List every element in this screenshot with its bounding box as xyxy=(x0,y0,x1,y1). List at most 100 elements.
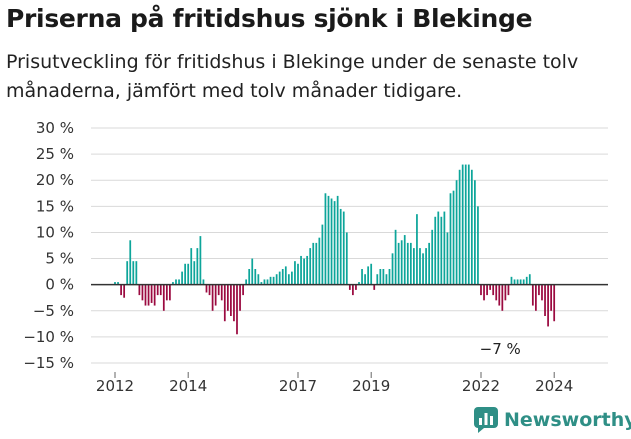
bar xyxy=(208,284,211,296)
bar xyxy=(230,284,232,316)
bar xyxy=(461,164,464,285)
y-tick-label: 0 % xyxy=(45,276,74,294)
bar xyxy=(193,261,196,285)
grid-lines xyxy=(91,127,608,364)
bar xyxy=(297,263,299,285)
x-tick-label: 2017 xyxy=(279,377,317,395)
bar xyxy=(528,274,531,285)
x-tick-label: 2022 xyxy=(462,377,500,395)
bar xyxy=(522,279,525,285)
bar xyxy=(358,282,360,285)
bar xyxy=(199,236,202,285)
x-tick-label: 2014 xyxy=(169,377,207,395)
bar xyxy=(239,284,241,311)
bar xyxy=(486,284,488,296)
bar xyxy=(367,266,370,285)
bar xyxy=(388,269,391,285)
bar xyxy=(187,263,190,285)
bar xyxy=(419,248,421,285)
bar xyxy=(135,261,138,285)
bar xyxy=(474,180,476,285)
bar xyxy=(150,284,153,303)
y-tick-label: −15 % xyxy=(23,354,74,372)
bar xyxy=(458,169,461,285)
bar xyxy=(538,284,540,296)
bar xyxy=(251,258,254,285)
bar xyxy=(312,242,315,285)
bar xyxy=(379,269,382,285)
bar xyxy=(339,208,342,285)
bar xyxy=(333,201,336,285)
bar xyxy=(403,235,406,285)
y-tick-label: 30 % xyxy=(36,119,74,137)
bar xyxy=(275,274,278,285)
chart-title: Priserna på fritidshus sjönk i Blekinge xyxy=(6,4,533,33)
bar xyxy=(431,229,434,285)
bar xyxy=(226,284,229,311)
bar xyxy=(248,269,251,285)
x-axis-tick-labels: 2012 2014 2017 2019 2022 2024 xyxy=(96,372,573,395)
bar xyxy=(428,242,431,285)
bar xyxy=(236,284,238,335)
x-tick-label: 2019 xyxy=(352,377,390,395)
bar xyxy=(370,263,373,285)
bar xyxy=(300,255,302,285)
bar xyxy=(492,284,495,296)
annotations: −7 % xyxy=(480,340,521,358)
newsworthy-chart-icon xyxy=(474,407,498,433)
bar xyxy=(385,274,388,285)
bar xyxy=(373,284,376,290)
bar xyxy=(217,284,220,296)
bar xyxy=(162,284,165,311)
bar xyxy=(352,284,354,296)
y-tick-label: −5 % xyxy=(33,302,74,320)
bar xyxy=(519,279,522,285)
bar xyxy=(120,284,122,296)
bar xyxy=(159,284,162,296)
bar xyxy=(169,284,171,301)
bar xyxy=(175,279,177,285)
bar xyxy=(132,261,135,285)
bar xyxy=(233,284,235,322)
bar xyxy=(245,279,248,285)
bar xyxy=(129,240,132,285)
bar xyxy=(257,274,260,285)
bar xyxy=(138,284,141,296)
bar xyxy=(260,282,263,285)
bar xyxy=(400,240,403,285)
x-tick-label: 2012 xyxy=(96,377,134,395)
bar xyxy=(504,284,507,301)
bar xyxy=(315,242,318,285)
bar xyxy=(287,274,290,285)
bar xyxy=(510,276,513,285)
bar xyxy=(547,284,549,327)
bar xyxy=(464,164,467,285)
bar xyxy=(223,284,226,322)
bar xyxy=(263,279,266,285)
bar xyxy=(489,284,492,290)
bar xyxy=(477,206,479,285)
bar xyxy=(348,284,351,290)
bar xyxy=(507,284,510,296)
bars xyxy=(114,164,556,335)
bar xyxy=(553,284,556,322)
bar xyxy=(327,195,330,285)
bar xyxy=(345,232,348,285)
y-tick-label: 25 % xyxy=(36,145,74,163)
bar xyxy=(144,284,147,306)
bar xyxy=(406,242,409,285)
bar xyxy=(541,284,543,301)
bar xyxy=(470,169,473,285)
bar xyxy=(117,282,119,285)
bar xyxy=(495,284,498,301)
bar xyxy=(382,269,385,285)
bar xyxy=(397,242,400,285)
bar xyxy=(452,190,455,285)
bar xyxy=(437,211,440,285)
bar xyxy=(321,224,324,285)
bar xyxy=(440,216,443,285)
bar xyxy=(467,164,470,285)
bar xyxy=(355,284,357,290)
bar xyxy=(123,284,126,298)
